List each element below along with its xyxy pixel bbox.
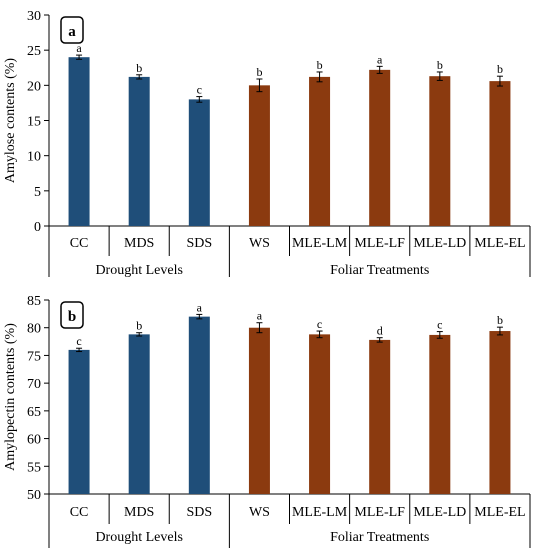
significance-letter: c [197,83,202,97]
bar-sds [188,99,210,226]
significance-letter: b [317,58,323,72]
x-category-label: SDS [186,505,212,520]
significance-letter: b [256,65,262,79]
y-tick-label: 70 [27,377,41,392]
bar-mle-lf [369,69,391,226]
significance-letter: c [437,318,442,332]
panel-label: b [68,309,76,325]
x-category-label: MLE-LD [413,505,466,520]
y-tick-label: 5 [34,185,41,200]
bar-mds [128,334,150,494]
significance-letter: a [76,41,82,55]
x-group-label: Drought Levels [95,530,182,545]
significance-letter: b [497,62,503,76]
x-category-label: MLE-LD [413,236,466,251]
y-axis-label: Amylose contents (%) [3,58,18,184]
x-group-label: Foliar Treatments [330,530,429,545]
significance-letter: a [257,309,263,323]
significance-letter: c [317,317,322,331]
significance-letter: a [377,52,383,66]
y-tick-label: 60 [27,433,41,448]
y-tick-label: 50 [27,488,41,503]
y-tick-label: 10 [27,150,41,165]
x-category-label: MLE-LF [354,236,405,251]
x-category-label: MLE-LM [292,236,348,251]
y-tick-label: 25 [27,44,41,59]
x-category-label: WS [249,236,270,251]
y-tick-label: 30 [27,9,41,24]
x-category-label: MLE-EL [474,236,525,251]
bar-cc [68,349,90,494]
bar-mle-ld [429,334,451,494]
x-group-label: Foliar Treatments [330,263,429,278]
bar-sds [188,316,210,494]
panel-label-box [60,301,84,329]
y-tick-label: 85 [27,294,41,309]
x-category-label: WS [249,505,270,520]
y-tick-label: 65 [27,405,41,420]
x-group-label: Drought Levels [95,263,182,278]
y-tick-label: 15 [27,115,41,130]
bar-cc [68,57,90,227]
x-category-label: CC [70,505,89,520]
x-category-label: MDS [124,505,154,520]
x-category-label: SDS [186,236,212,251]
significance-letter: c [76,334,81,348]
significance-letter: a [197,300,203,314]
bar-mle-lf [369,339,391,494]
y-tick-label: 75 [27,349,41,364]
y-tick-label: 0 [34,220,41,235]
y-tick-label: 20 [27,79,41,94]
bar-mle-ld [429,76,451,226]
x-category-label: MDS [124,236,154,251]
significance-letter: b [437,58,443,72]
bar-mle-lm [309,334,331,494]
significance-letter: b [136,319,142,333]
bar-mle-el [489,331,511,494]
panel-a: 0 5 10 15 20 25 30 Amylose contents (%) a CC b MDS c… [3,9,531,278]
y-axis-label: Amylopectin contents (%) [3,323,18,471]
bar-mle-lm [309,76,331,226]
panel-label-box [60,16,84,44]
panel-b: 50 55 60 65 70 75 80 85 Amylopectin contents (%)… [3,294,531,548]
bar-mds [128,76,150,226]
x-category-label: CC [70,236,89,251]
significance-letter: d [377,324,383,338]
significance-letter: b [497,313,503,327]
bar-ws [248,85,270,226]
bar-ws [248,327,270,494]
y-tick-label: 80 [27,322,41,337]
y-tick-label: 55 [27,460,41,475]
x-category-label: MLE-LF [354,505,405,520]
bar-mle-el [489,81,511,226]
x-category-label: MLE-LM [292,505,348,520]
significance-letter: b [136,61,142,75]
x-category-label: MLE-EL [474,505,525,520]
panel-label: a [68,24,76,40]
